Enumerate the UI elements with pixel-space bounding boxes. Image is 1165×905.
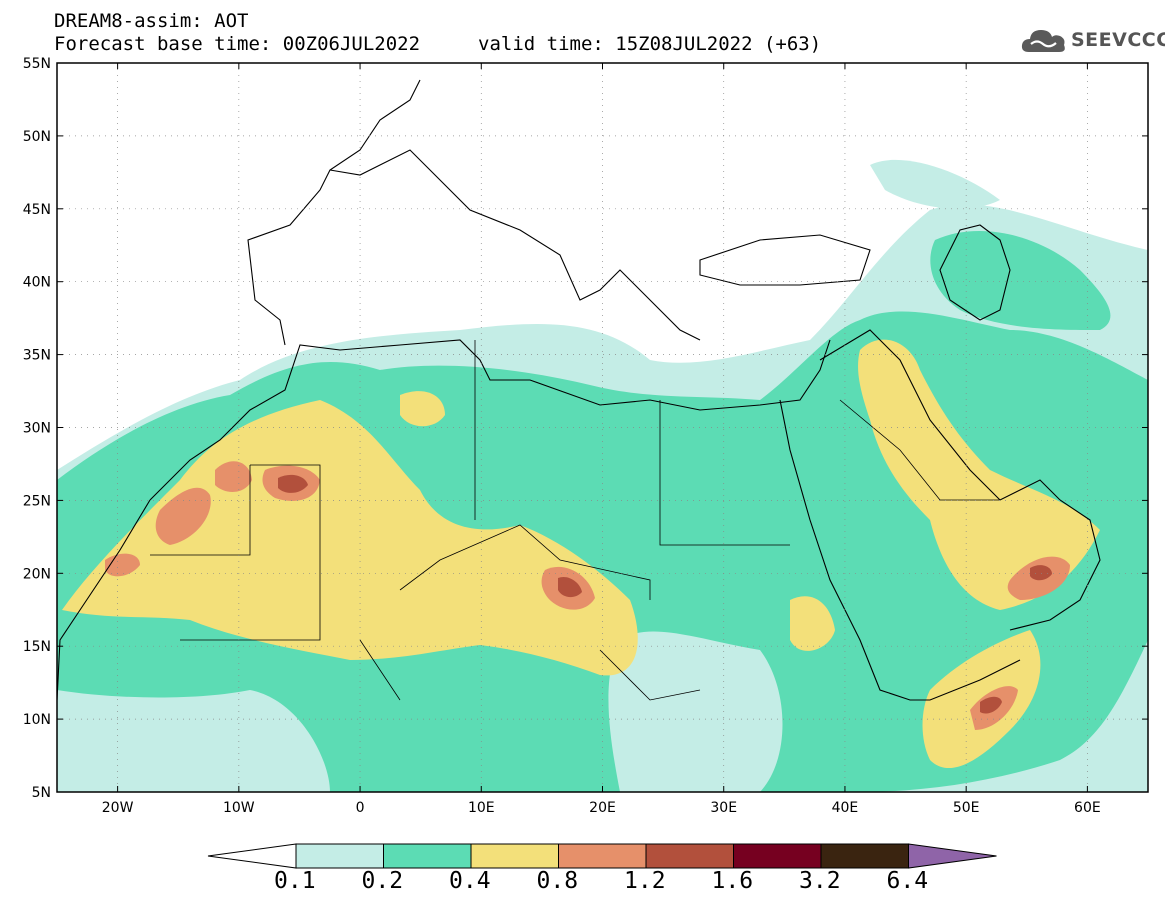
lat-tick-label: 30N [23,421,51,437]
aot-contour-0-4 [858,339,1100,610]
lat-tick-label: 10N [23,712,51,728]
lat-tick-label: 35N [23,348,51,364]
aot-contour-0-1 [57,690,330,792]
lat-tick-label: 45N [23,202,51,218]
lon-tick-label: 40E [832,800,859,816]
colorbar-segment [733,843,822,869]
colorbar-segment [470,843,559,869]
aot-contour-1-2 [980,696,1002,714]
lon-tick-label: 60E [1074,800,1101,816]
lon-tick-label: 0 [356,800,365,816]
forecast-base-time: Forecast base time: 00Z06JUL2022 [54,33,421,55]
lon-tick-label: 50E [953,800,980,816]
colorbar [207,843,997,869]
aot-contour-0-4 [400,391,445,427]
aot-contour-0-1 [870,159,1000,209]
coastlines [57,79,1101,701]
product-title: DREAM8-assim: AOT [54,10,249,32]
lon-tick-label: 20W [102,800,134,816]
aot-contour-0-2 [930,231,1111,330]
colorbar-tick-label: 1.2 [624,868,666,894]
aot-contour-0-4 [62,400,638,676]
colorbar-tick-label: 1.6 [711,868,754,894]
colorbar-tick-label: 0.2 [361,868,404,894]
lat-tick-label: 5N [32,785,51,801]
lon-tick-label: 20E [589,800,616,816]
aot-contour-0-4 [790,596,835,651]
aot-contour-0-8 [155,487,211,545]
lon-tick-label: 10W [223,800,255,816]
coastline-red-sea [779,399,1021,701]
lat-tick-label: 15N [23,639,51,655]
country-borders [150,340,1000,701]
colorbar-tick-label: 6.4 [886,868,929,894]
logo-text: SEEVCCC [1071,29,1165,51]
coastline-europe [247,79,701,346]
colorbar-segment [645,843,734,869]
coastline-west-africa [57,499,151,701]
lat-tick-label: 40N [23,275,51,291]
lon-tick-label: 10E [468,800,495,816]
colorbar-segment [558,843,647,869]
colorbar-over-triangle [908,843,997,869]
colorbar-tick-label: 0.4 [449,868,491,894]
seevccc-logo: SEEVCCC [1019,24,1165,58]
aot-contour-1-2 [558,576,582,598]
coastline-black-sea [699,234,871,286]
aot-contour-0-8 [215,461,252,492]
aot-contour-0-1 [608,631,783,792]
aot-field [57,63,1148,792]
lat-tick-label: 25N [23,493,51,509]
lon-tick-label: 30E [710,800,737,816]
valid-time: valid time: 15Z08JUL2022 (+63) [478,33,822,55]
lat-tick-label: 50N [23,129,51,145]
colorbar-segment [295,843,384,869]
colorbar-segment [820,843,909,869]
colorbar-tick-label: 0.8 [536,868,579,894]
aot-contour-1-2 [1030,565,1052,581]
axis-ticks: 20W 10W 0 10E 20E 30E 40E 50E 60E 55N 50N 45N 40N 35N… [23,56,1148,816]
coastline-arabia [819,329,1101,631]
lat-tick-label: 20N [23,566,51,582]
colorbar-segment [383,843,472,869]
colorbar-tick-label: 3.2 [799,868,841,894]
coastline-north-africa [149,339,831,501]
aot-contour-1-2 [278,474,308,493]
colorbar-tick-label: 0.1 [274,868,316,894]
cloud-icon [1021,30,1065,52]
coastline-caspian [939,224,1011,321]
colorbar-under-triangle [207,843,297,869]
lat-tick-label: 55N [23,56,51,72]
